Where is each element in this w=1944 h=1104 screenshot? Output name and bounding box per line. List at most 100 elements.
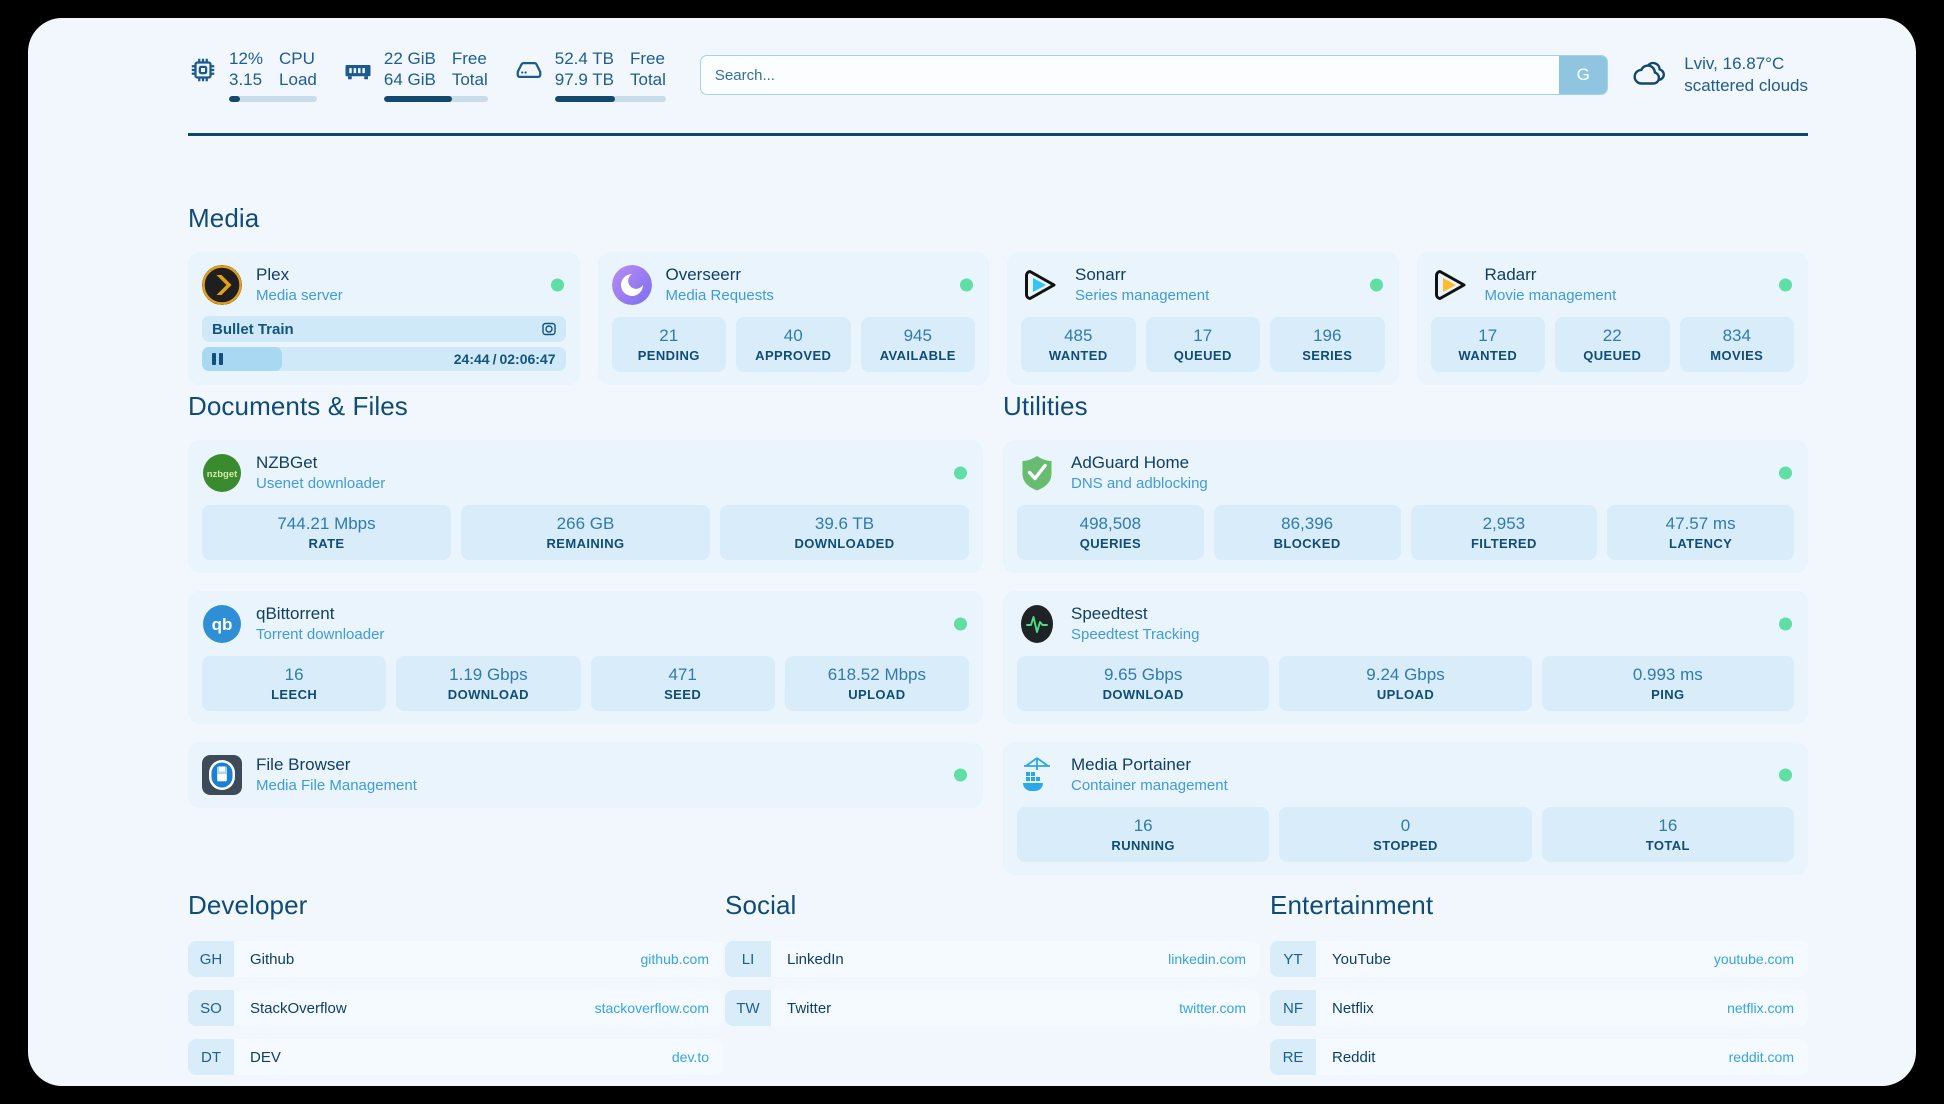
stat-label: RATE <box>308 536 345 551</box>
service-card-media-portainer[interactable]: Media Portainer Container management 16 … <box>1003 742 1808 875</box>
adguard-subtitle: DNS and adblocking <box>1071 475 1208 492</box>
file-browser-name: File Browser <box>256 755 351 774</box>
stat-value: 16 <box>1133 816 1153 835</box>
stat-cell: 2,953 FILTERED <box>1410 505 1598 560</box>
status-badge-portainer <box>1779 768 1792 781</box>
bookmark-badge: RE <box>1270 1039 1316 1075</box>
stat-value: 40 <box>783 326 803 345</box>
bookmark-url: reddit.com <box>1728 1049 1794 1065</box>
bookmark-item[interactable]: GH Github github.com <box>188 941 723 977</box>
speedtest-subtitle: Speedtest Tracking <box>1071 626 1200 643</box>
stat-label: DOWNLOAD <box>1102 687 1184 702</box>
bookmark-name: YouTube <box>1332 950 1391 968</box>
weather-location-temp: Lviv, 16.87°C <box>1684 54 1785 73</box>
file-browser-logo-icon <box>202 754 242 795</box>
service-card-nzbget[interactable]: nzbget NZBGet Usenet downloader 744.21 M… <box>188 440 983 573</box>
pause-icon[interactable] <box>212 353 223 365</box>
service-card-speedtest[interactable]: Speedtest Speedtest Tracking 9.65 Gbps D… <box>1003 591 1808 724</box>
nzbget-name: NZBGet <box>256 453 318 472</box>
qbittorrent-subtitle: Torrent downloader <box>256 626 385 643</box>
bookmark-item[interactable]: TW Twitter twitter.com <box>725 990 1260 1026</box>
bookmark-item[interactable]: YT YouTube youtube.com <box>1270 941 1808 977</box>
cpu-usage-value: 12% <box>229 49 264 68</box>
bookmark-group-social: Social LI LinkedIn linkedin.com TW Twitt… <box>725 890 1260 1039</box>
disk-stat-widget[interactable]: 52.4 TB 97.9 TB Free Total <box>514 48 666 102</box>
stat-cell: 17 WANTED <box>1430 317 1545 372</box>
stat-cell: 485 WANTED <box>1021 317 1136 372</box>
stat-label: LATENCY <box>1669 536 1733 551</box>
top-status-bar: 12% 3.15 CPU Load <box>188 44 1808 106</box>
stat-value: 498,508 <box>1079 514 1142 533</box>
bookmark-url: dev.to <box>671 1049 709 1065</box>
bookmark-name: Github <box>250 950 295 968</box>
stat-value: 17 <box>1478 326 1498 345</box>
service-card-plex[interactable]: Plex Media server Bullet Train <box>188 252 580 385</box>
stat-value: 834 <box>1722 326 1751 345</box>
bookmark-badge: YT <box>1270 941 1316 977</box>
stat-cell: 945 AVAILABLE <box>860 317 975 372</box>
plex-now-playing-title-bar[interactable]: Bullet Train <box>202 316 566 342</box>
stat-label: SEED <box>664 687 702 702</box>
service-card-overseerr[interactable]: Overseerr Media Requests 21 PENDING 40 A… <box>597 252 989 385</box>
plex-playback-time: 24:44/02:06:47 <box>453 351 556 367</box>
bookmark-url: youtube.com <box>1713 951 1794 967</box>
stat-cell: 1.19 Gbps DOWNLOAD <box>396 656 581 711</box>
search-input[interactable] <box>700 56 1560 94</box>
media-section-title: Media <box>188 203 260 233</box>
cpu-stat-widget[interactable]: 12% 3.15 CPU Load <box>188 48 317 102</box>
stat-value: 16 <box>284 665 304 684</box>
cpu-load-value: 3.15 <box>229 70 263 89</box>
stat-cell: 0 STOPPED <box>1279 807 1532 862</box>
speedtest-name: Speedtest <box>1071 604 1148 623</box>
cast-icon[interactable] <box>541 321 557 337</box>
memory-stat-widget[interactable]: 22 GiB 64 GiB Free Total <box>343 48 488 102</box>
stat-value: 744.21 Mbps <box>277 514 376 533</box>
weather-widget[interactable]: Lviv, 16.87°C scattered clouds <box>1630 53 1808 97</box>
stat-label: SERIES <box>1302 348 1353 363</box>
service-card-qbittorrent[interactable]: qb qBittorrent Torrent downloader 16 LEE… <box>188 591 983 724</box>
search-box[interactable]: G <box>699 55 1609 95</box>
stat-label: WANTED <box>1048 348 1108 363</box>
service-card-adguard[interactable]: AdGuard Home DNS and adblocking 498,508 … <box>1003 440 1808 573</box>
stat-cell: 498,508 QUERIES <box>1017 505 1204 560</box>
portainer-logo-icon <box>1017 755 1057 795</box>
sonarr-name: Sonarr <box>1075 265 1127 284</box>
bookmark-item[interactable]: NF Netflix netflix.com <box>1270 990 1808 1026</box>
bookmark-item[interactable]: LI LinkedIn linkedin.com <box>725 941 1260 977</box>
bookmark-name: StackOverflow <box>250 999 347 1017</box>
media-section: Media Plex Media server <box>188 203 1808 385</box>
cpu-icon <box>188 55 218 85</box>
plex-progress-bar[interactable]: 24:44/02:06:47 <box>202 347 566 371</box>
stat-cell: 834 MOVIES <box>1679 317 1794 372</box>
bookmark-group-title: Developer <box>188 890 308 920</box>
stat-cell: 16 TOTAL <box>1541 807 1794 862</box>
service-card-sonarr[interactable]: Sonarr Series management 485 WANTED 17 Q… <box>1007 252 1399 385</box>
bookmark-item[interactable]: SO StackOverflow stackoverflow.com <box>188 990 723 1026</box>
sonarr-logo-icon <box>1021 265 1061 305</box>
stat-cell: 9.24 Gbps UPLOAD <box>1279 656 1532 711</box>
stat-cell: 266 GB REMAINING <box>461 505 710 560</box>
plex-name: Plex <box>256 265 290 284</box>
service-card-file-browser[interactable]: File Browser Media File Management <box>188 742 983 808</box>
bookmark-badge: DT <box>188 1039 234 1075</box>
stat-cell: 744.21 Mbps RATE <box>202 505 451 560</box>
stat-cell: 471 SEED <box>590 656 775 711</box>
bookmark-name: LinkedIn <box>787 950 844 968</box>
bookmark-item[interactable]: DT DEV dev.to <box>188 1039 723 1075</box>
stat-label: FILTERED <box>1470 536 1537 551</box>
stat-value: 21 <box>659 326 679 345</box>
memory-label-secondary: Total <box>451 70 488 89</box>
bookmark-group-entertainment: Entertainment YT YouTube youtube.com NF … <box>1270 890 1808 1086</box>
stat-cell: 16 LEECH <box>202 656 387 711</box>
adguard-name: AdGuard Home <box>1071 453 1190 472</box>
stat-value: 86,396 <box>1281 514 1334 533</box>
status-badge-file-browser <box>954 768 967 781</box>
plex-now-playing-title: Bullet Train <box>212 320 294 338</box>
stat-value: 47.57 ms <box>1665 514 1736 533</box>
service-card-radarr[interactable]: Radarr Movie management 17 WANTED 22 QUE… <box>1416 252 1808 385</box>
bookmark-item[interactable]: RE Reddit reddit.com <box>1270 1039 1808 1075</box>
search-submit-button[interactable]: G <box>1559 56 1608 94</box>
stat-label: QUERIES <box>1079 536 1142 551</box>
memory-total-value: 64 GiB <box>383 70 436 89</box>
stat-value: 0.993 ms <box>1632 665 1703 684</box>
